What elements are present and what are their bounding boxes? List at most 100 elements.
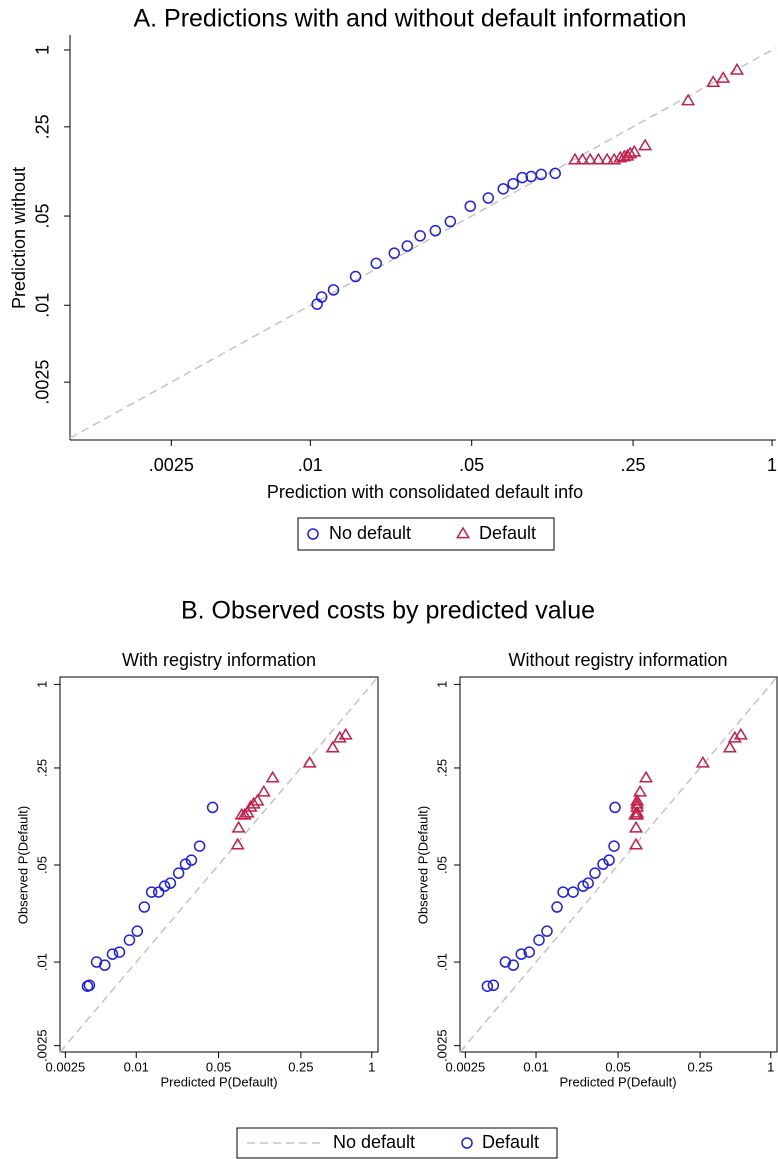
point — [523, 946, 535, 958]
y-tick-label: .01 — [434, 953, 449, 971]
point — [533, 934, 545, 946]
point — [349, 270, 362, 283]
point — [541, 925, 553, 937]
point — [623, 146, 638, 159]
point — [231, 820, 246, 833]
x-tick-label: 0.01 — [124, 1059, 149, 1074]
y-tick-label: .25 — [34, 759, 49, 777]
point — [516, 171, 529, 184]
point — [535, 168, 547, 181]
point — [414, 230, 426, 242]
diagonal-line — [59, 676, 379, 1053]
point — [444, 215, 457, 228]
x-axis-title: Predicted P(Default) — [160, 1074, 277, 1089]
y-tick-label: .05 — [34, 856, 49, 874]
legend-box — [297, 517, 555, 551]
point — [265, 770, 280, 783]
point — [567, 886, 579, 898]
point — [628, 837, 644, 850]
point — [388, 247, 401, 259]
point — [727, 730, 742, 743]
point — [551, 901, 563, 913]
point — [609, 801, 621, 814]
point — [302, 755, 317, 768]
x-tick-label: 0.0025 — [46, 1059, 86, 1074]
point — [193, 840, 206, 852]
point — [638, 138, 653, 151]
point — [681, 93, 696, 106]
point — [327, 284, 340, 296]
point — [591, 152, 606, 165]
x-tick-label: .05 — [459, 455, 484, 475]
point — [515, 948, 527, 960]
diagonal-line — [69, 47, 777, 439]
y-tick-label: .0025 — [34, 1029, 49, 1062]
point — [608, 840, 620, 852]
point — [99, 959, 111, 971]
point — [627, 144, 642, 157]
point — [630, 796, 645, 809]
x-tick-label: 1 — [767, 1059, 774, 1074]
x-tick-label: 0.05 — [605, 1059, 630, 1074]
point — [246, 796, 261, 809]
x-tick-label: .25 — [621, 455, 646, 475]
point — [620, 148, 635, 161]
point — [164, 877, 177, 889]
x-axis-title: Prediction with consolidated default inf… — [267, 482, 583, 502]
y-tick-label: 1 — [33, 45, 53, 55]
point — [583, 152, 598, 165]
point — [507, 178, 519, 190]
diagonal-line — [459, 676, 778, 1053]
point — [83, 979, 96, 992]
point — [487, 979, 500, 992]
point — [179, 858, 192, 870]
y-tick-label: 1 — [434, 681, 449, 688]
x-tick-label: 0.25 — [288, 1059, 313, 1074]
point — [603, 854, 615, 866]
point — [582, 877, 594, 889]
point — [230, 837, 245, 850]
x-tick-label: 0.05 — [206, 1059, 231, 1074]
y-tick-label: .25 — [434, 759, 449, 777]
x-tick-label: .0025 — [149, 455, 194, 475]
point — [722, 740, 737, 753]
point — [237, 807, 252, 820]
point — [370, 257, 383, 270]
point — [630, 799, 645, 812]
y-axis-title: Observed P(Default) — [15, 806, 30, 925]
point — [332, 730, 347, 743]
x-tick-label: 0.25 — [687, 1059, 712, 1074]
x-axis-title: Predicted P(Default) — [559, 1074, 676, 1089]
point — [630, 793, 645, 806]
y-tick-label: 1 — [34, 681, 49, 688]
y-tick-label: .0025 — [33, 360, 53, 405]
point — [600, 152, 615, 165]
point — [138, 901, 151, 913]
point — [256, 784, 271, 797]
point — [240, 805, 255, 818]
point — [172, 867, 185, 879]
point — [481, 980, 494, 992]
point — [557, 886, 569, 898]
legend-label: No default — [329, 523, 411, 543]
x-tick-label: .01 — [298, 455, 323, 475]
x-tick-label: 1 — [767, 455, 777, 475]
point — [575, 152, 590, 165]
legend-marker — [461, 1137, 473, 1149]
point — [617, 149, 632, 162]
chart-title: Without registry information — [508, 650, 727, 670]
point — [730, 62, 745, 75]
point — [429, 224, 442, 237]
x-tick-label: 1 — [368, 1059, 375, 1074]
chart-title: With registry information — [122, 650, 316, 670]
point — [716, 71, 731, 83]
point — [507, 959, 520, 971]
chart-title: A. Predictions with and without default … — [133, 5, 686, 33]
point — [638, 770, 654, 783]
point — [630, 807, 645, 820]
x-tick-label: 0.01 — [523, 1059, 548, 1074]
point — [706, 75, 721, 87]
point — [131, 925, 144, 937]
legend-marker — [307, 528, 319, 540]
